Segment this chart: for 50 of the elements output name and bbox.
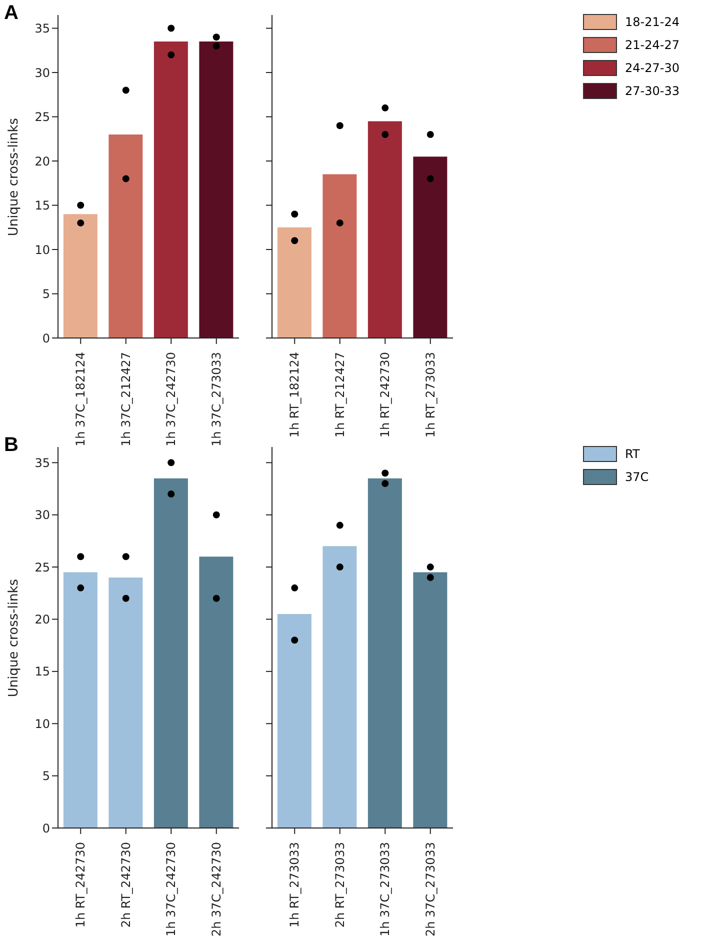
legend-label: 37C (625, 470, 649, 484)
y-tick-label: 15 (34, 198, 50, 213)
x-tick-label: 1h 37C_242730 (164, 352, 178, 447)
x-tick-label: 1h RT_273033 (423, 352, 438, 438)
x-tick-label: 1h RT_212427 (332, 352, 347, 438)
x-tick-label: 1h 37C_273033 (378, 842, 392, 937)
legend-label: RT (625, 447, 640, 461)
x-tick-label: 1h 37C_242730 (164, 842, 178, 937)
legend-label: 24-27-30 (625, 61, 680, 75)
y-tick-label: 35 (34, 22, 50, 36)
x-tick-label: 1h RT_242730 (74, 842, 88, 928)
x-tick-label: 1h RT_273033 (288, 842, 302, 928)
y-tick-label: 15 (34, 664, 50, 679)
x-tick-label: 2h 37C_242730 (209, 842, 224, 937)
x-tick-label: 2h RT_273033 (332, 842, 347, 928)
legend-label: 21-24-27 (625, 38, 680, 52)
y-tick-label: 30 (34, 66, 50, 80)
x-tick-label: 2h 37C_273033 (423, 842, 438, 937)
x-tick-label: 1h 37C_212427 (118, 352, 133, 447)
x-tick-label: 1h 37C_273033 (209, 352, 224, 447)
x-tick-label: 1h 37C_182124 (74, 352, 88, 447)
y-tick-label: 25 (34, 110, 50, 124)
legend-label: 18-21-24 (625, 15, 680, 29)
y-tick-label: 20 (34, 612, 50, 626)
y-tick-label: 5 (42, 769, 50, 784)
bar (154, 478, 188, 828)
bar (413, 572, 448, 828)
bar (63, 572, 98, 828)
chart-title: A (4, 2, 18, 25)
y-tick-label: 10 (34, 242, 50, 257)
bar (108, 577, 143, 828)
bar (277, 614, 312, 828)
y-tick-label: 5 (42, 287, 50, 302)
bar (322, 546, 357, 828)
y-tick-label: 10 (34, 716, 50, 731)
y-tick-label: 25 (34, 560, 50, 574)
y-tick-label: 0 (42, 821, 50, 836)
y-tick-label: 0 (42, 331, 50, 346)
chart-title: B (4, 434, 18, 457)
y-tick-label: 35 (34, 456, 50, 470)
bar (368, 478, 402, 828)
bar (199, 556, 234, 828)
x-tick-label: 1h RT_182124 (288, 352, 302, 438)
x-tick-label: 1h RT_242730 (378, 352, 392, 438)
y-tick-label: 30 (34, 508, 50, 522)
x-tick-label: 2h RT_242730 (118, 842, 133, 928)
legend-label: 27-30-33 (625, 84, 680, 98)
y-axis-title: Unique cross-links (6, 117, 22, 236)
y-axis-title: Unique cross-links (6, 578, 22, 697)
y-tick-label: 20 (34, 154, 50, 168)
